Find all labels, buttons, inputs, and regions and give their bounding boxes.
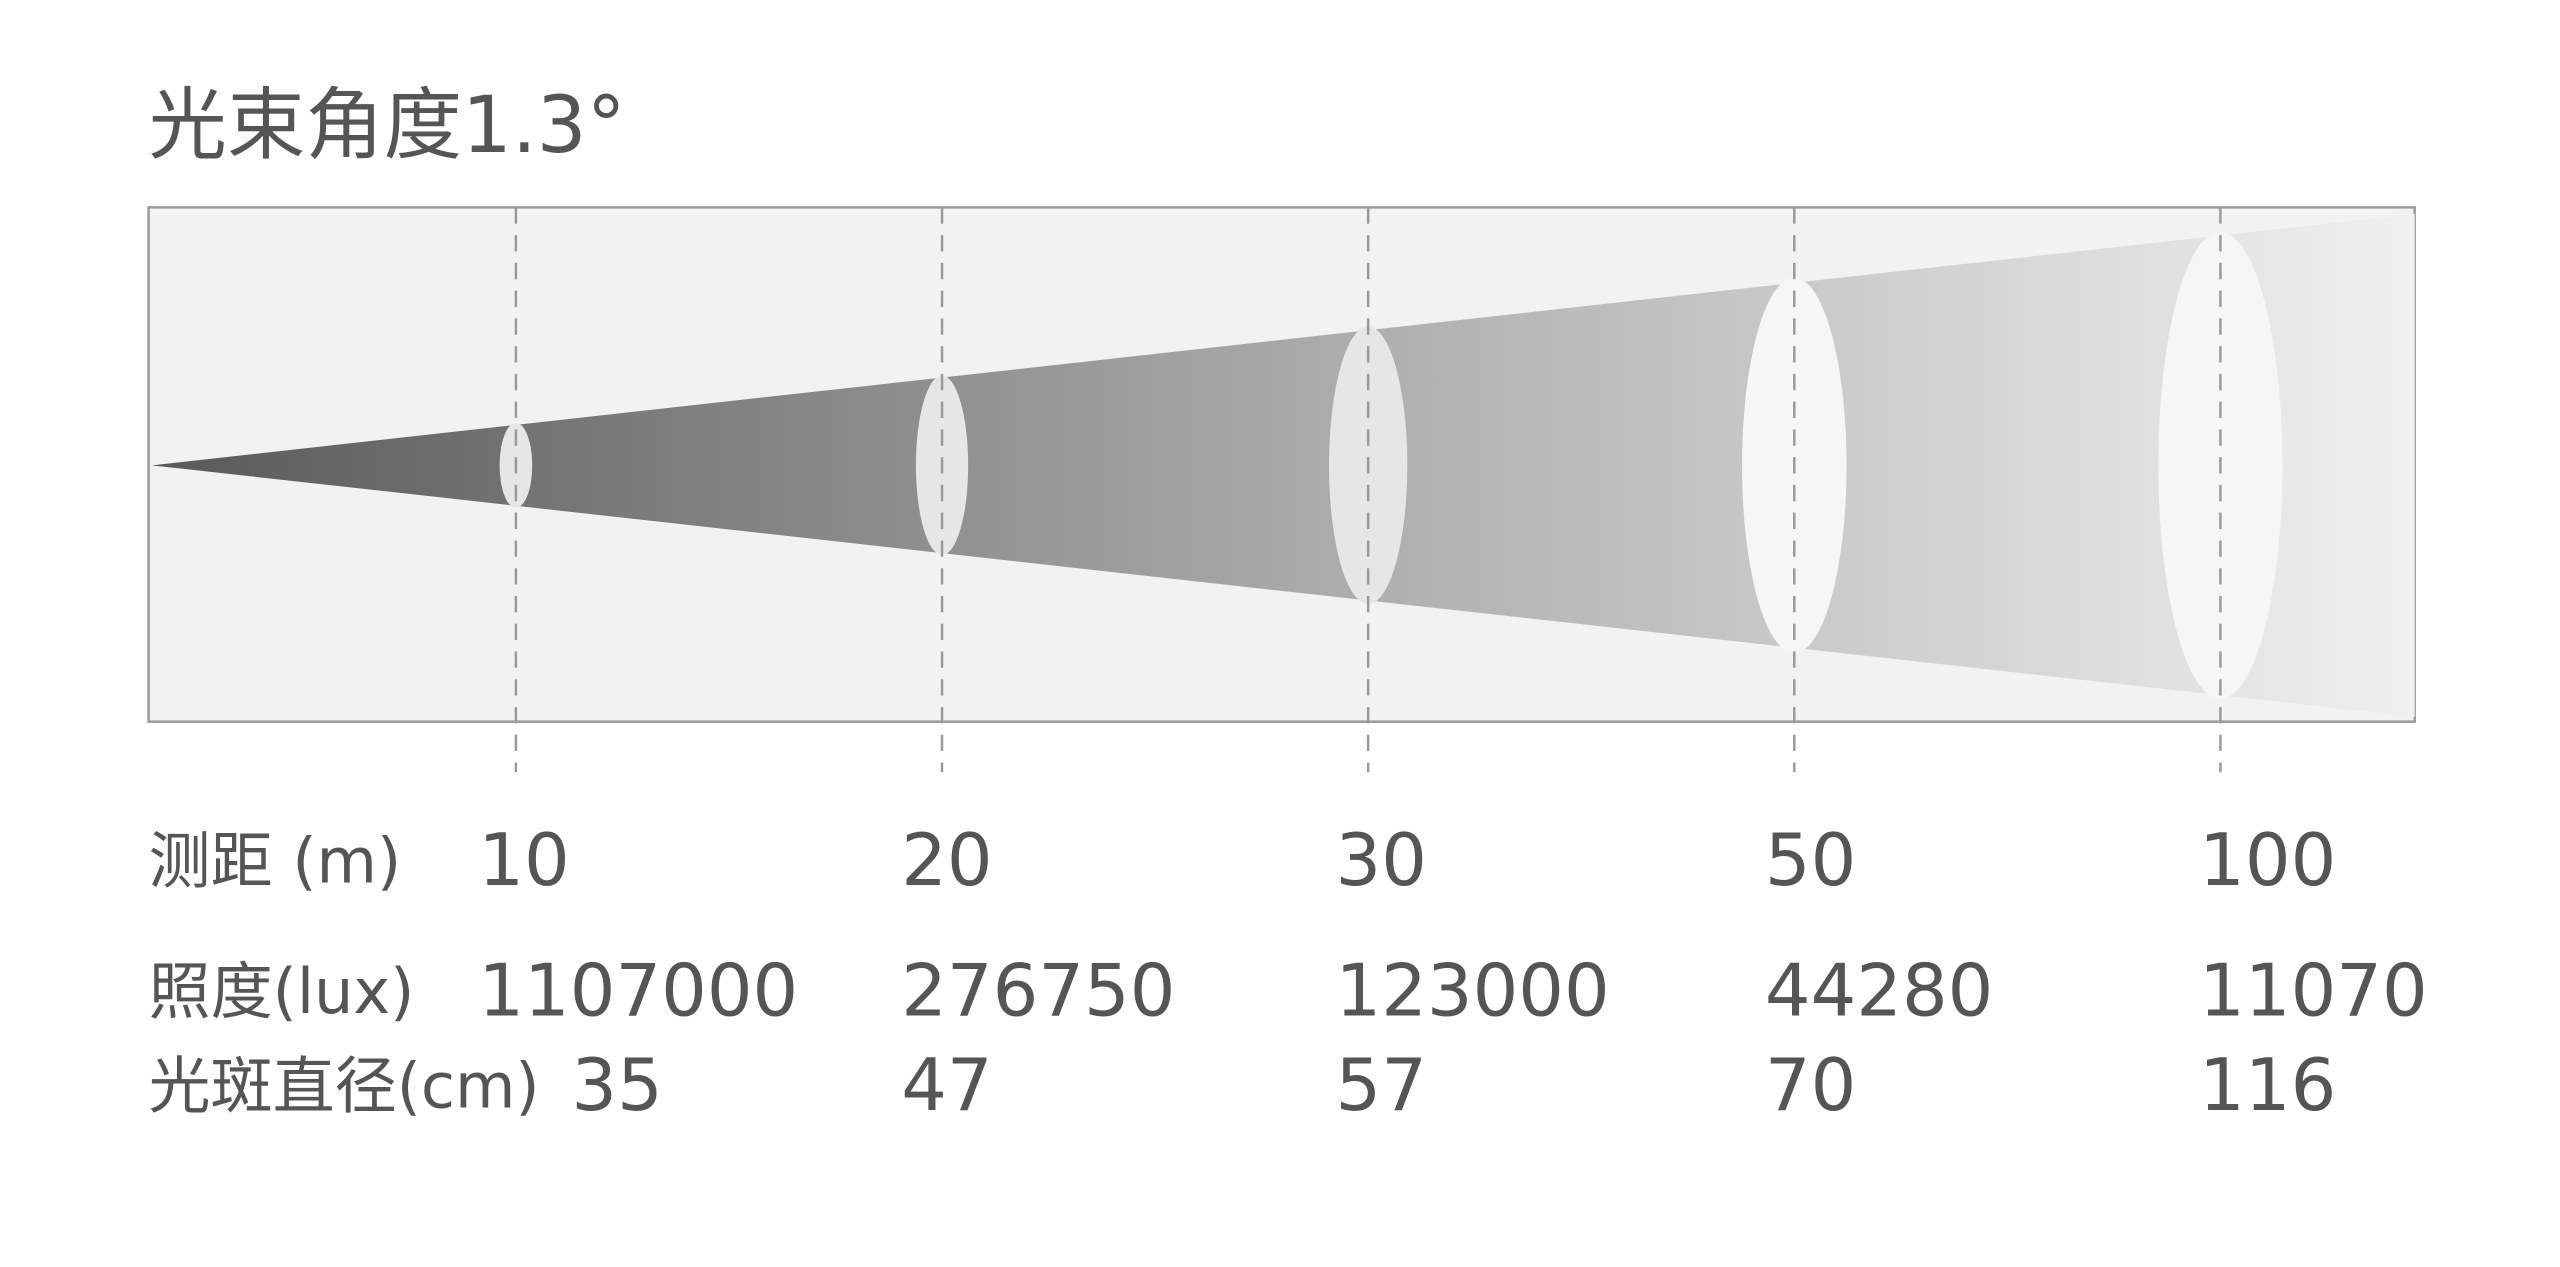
row-value: 10 [478,818,569,902]
row-value: 44280 [1765,948,1994,1032]
spots [499,207,2283,773]
row-value: 123000 [1336,948,1610,1032]
row-label: 光斑直径(cm) [149,1050,540,1123]
title: 光束角度1.3° [149,80,626,171]
row-value: 70 [1765,1043,1856,1127]
row-label: 测距 (m) [149,824,402,897]
row-value: 116 [2199,1043,2336,1127]
row-label: 照度(lux) [149,955,415,1028]
row-value: 1107000 [478,948,798,1032]
row-value: 100 [2199,818,2336,902]
row-value: 30 [1336,818,1427,902]
row-value: 35 [571,1043,662,1127]
beam [151,213,2415,717]
row-value: 11070 [2199,948,2428,1032]
row-value: 57 [1336,1043,1427,1127]
labels: 测距 (m) 10 20 30 50 100 照度(lux) 1107000 276750 123… [149,818,2428,1127]
row-value: 276750 [901,948,1175,1032]
row-value: 20 [901,818,992,902]
row-value: 47 [901,1043,992,1127]
row-value: 50 [1765,818,1856,902]
